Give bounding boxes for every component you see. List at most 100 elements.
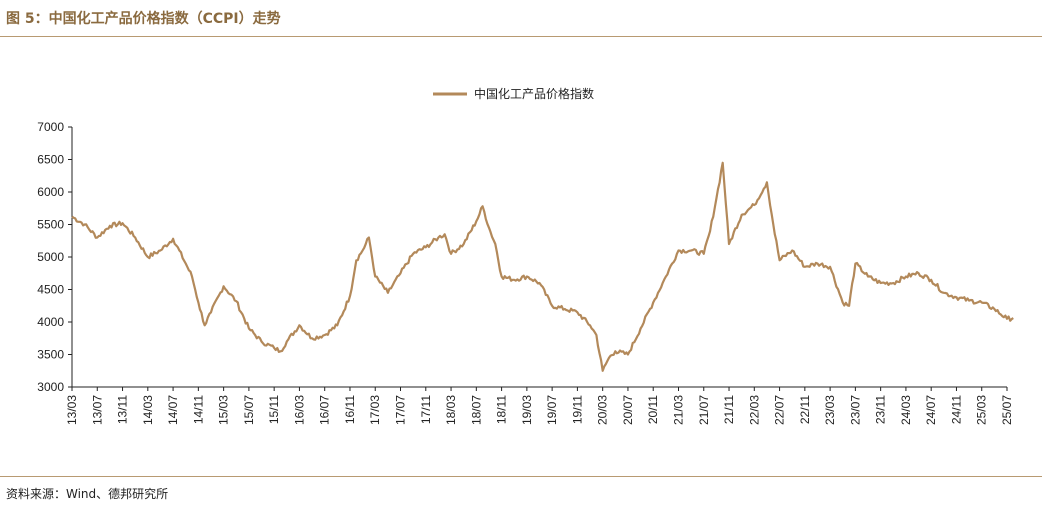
data-point <box>917 272 920 275</box>
x-tick-label: 17/07 <box>394 395 408 425</box>
data-point <box>614 350 617 353</box>
figure-title: 图 5：中国化工产品价格指数（CCPI）走势 <box>6 11 281 27</box>
x-tick-label: 17/03 <box>368 395 382 425</box>
data-point <box>772 223 775 226</box>
data-point <box>323 334 326 337</box>
data-point <box>652 301 655 304</box>
data-point <box>399 272 402 275</box>
data-point <box>677 249 680 252</box>
data-point <box>355 259 358 262</box>
y-tick-label: 3500 <box>37 348 64 362</box>
data-point <box>753 204 756 207</box>
x-tick-label: 22/03 <box>747 395 761 425</box>
data-point <box>336 324 339 327</box>
source-note: 资料来源：Wind、德邦研究所 <box>6 487 169 501</box>
data-point <box>892 282 895 285</box>
x-axis: 13/03 13/07 13/11 14/03 14/07 14/11 15/03 15/07… <box>65 386 1014 425</box>
data-point <box>247 327 250 330</box>
data-point <box>702 252 705 255</box>
data-point <box>184 262 187 265</box>
data-point <box>311 337 314 340</box>
x-tick-label: 25/07 <box>1000 395 1014 425</box>
data-point <box>159 249 162 252</box>
data-point <box>721 161 724 164</box>
x-tick-label: 13/03 <box>65 395 79 425</box>
data-point <box>829 265 832 268</box>
y-tick-label: 5000 <box>37 250 64 264</box>
data-point <box>71 215 74 218</box>
x-tick-label: 23/07 <box>848 395 862 425</box>
data-point <box>626 353 629 356</box>
data-point <box>108 224 111 227</box>
data-point <box>854 262 857 265</box>
data-point <box>437 236 440 239</box>
data-point <box>374 275 377 278</box>
data-point <box>563 308 566 311</box>
data-point <box>367 236 370 239</box>
x-tick-label: 18/07 <box>469 395 483 425</box>
data-point <box>879 282 882 285</box>
data-point <box>595 334 598 337</box>
data-point <box>1012 317 1015 320</box>
plot-area <box>71 161 1015 372</box>
series-line-ccpi <box>71 161 1014 372</box>
x-tick-label: 13/07 <box>90 395 104 425</box>
data-point <box>525 275 528 278</box>
x-tick-label: 21/03 <box>671 395 685 425</box>
x-tick-label: 16/03 <box>292 395 306 425</box>
y-tick-label: 5500 <box>37 218 64 232</box>
y-tick-label: 7000 <box>37 120 64 134</box>
data-point <box>664 275 667 278</box>
x-tick-label: 22/11 <box>798 395 812 424</box>
data-point <box>601 369 604 372</box>
data-point <box>209 311 212 314</box>
x-tick-label: 23/03 <box>823 395 837 425</box>
data-point <box>361 249 364 252</box>
data-point <box>980 301 983 304</box>
x-tick-label: 20/11 <box>646 395 660 424</box>
data-point <box>791 249 794 252</box>
data-point <box>348 295 351 298</box>
x-tick-label: 17/11 <box>419 395 433 424</box>
data-point <box>191 275 194 278</box>
data-point <box>778 259 781 262</box>
data-point <box>765 181 768 184</box>
data-point <box>942 291 945 294</box>
data-point <box>197 301 200 304</box>
data-point <box>424 246 427 249</box>
data-point <box>443 233 446 236</box>
data-point <box>848 304 851 307</box>
x-tick-label: 20/03 <box>596 395 610 425</box>
legend-label-ccpi: 中国化工产品价格指数 <box>474 86 594 101</box>
data-point <box>715 197 718 200</box>
top-divider <box>0 36 1042 37</box>
x-tick-label: 16/11 <box>343 395 357 424</box>
data-point <box>203 324 206 327</box>
data-point <box>462 243 465 246</box>
x-tick-label: 15/11 <box>267 395 281 424</box>
y-tick-label: 4500 <box>37 283 64 297</box>
ccpi-line-chart: 中国化工产品价格指数 3000 3500 4000 4500 5000 5500 6000 6… <box>37 86 1015 425</box>
data-point <box>538 282 541 285</box>
data-point <box>298 324 301 327</box>
y-axis: 3000 3500 4000 4500 5000 5500 6000 6500 7000 <box>37 120 73 394</box>
data-point <box>96 236 99 239</box>
data-point <box>551 304 554 307</box>
data-point <box>816 262 819 265</box>
y-tick-label: 4000 <box>37 315 64 329</box>
x-tick-label: 24/07 <box>924 395 938 425</box>
data-point <box>386 291 389 294</box>
data-point <box>841 301 844 304</box>
y-tick-label: 6500 <box>37 153 64 167</box>
x-tick-label: 15/07 <box>242 395 256 425</box>
data-point <box>83 223 86 226</box>
data-point <box>260 340 263 343</box>
data-point <box>500 275 503 278</box>
x-tick-label: 24/11 <box>949 395 963 424</box>
x-tick-label: 14/11 <box>191 395 205 424</box>
data-point <box>487 226 490 229</box>
y-tick-label: 3000 <box>37 380 64 394</box>
data-point <box>235 300 238 303</box>
data-point <box>273 347 276 350</box>
data-point <box>481 205 484 208</box>
